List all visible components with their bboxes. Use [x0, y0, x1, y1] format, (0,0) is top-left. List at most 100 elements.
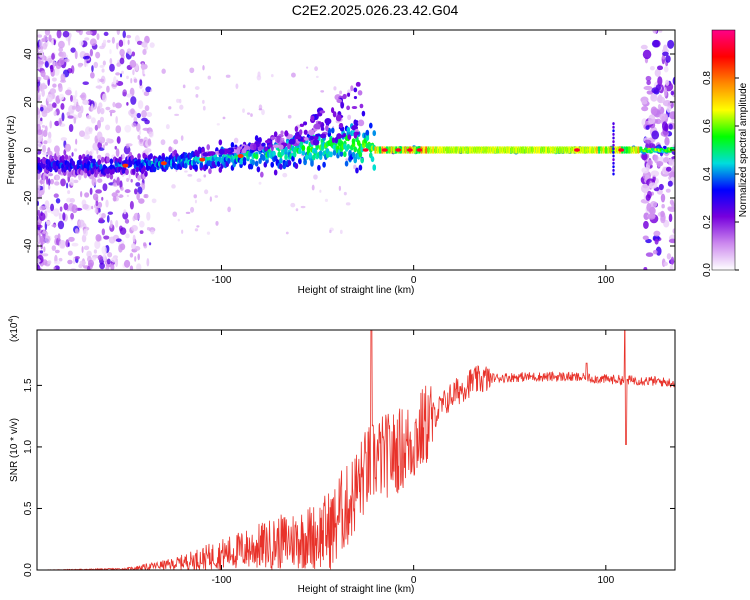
heatmap-cell: [46, 176, 49, 185]
heatmap-cell: [46, 220, 51, 225]
heatmap-cell: [85, 30, 93, 36]
heatmap-cell: [641, 106, 649, 112]
heatmap-cell: [149, 89, 153, 92]
heatmap-cell: [145, 86, 152, 93]
heatmap-cell: [53, 260, 61, 265]
heatmap-cell: [672, 228, 675, 234]
heatmap-cell: [330, 127, 335, 134]
heatmap-cell: [311, 184, 315, 191]
heatmap-cell: [278, 144, 284, 150]
heatmap-cell: [656, 96, 666, 104]
heatmap-cell: [78, 159, 83, 166]
heatmap-cell: [58, 93, 65, 101]
heatmap-cell: [647, 159, 653, 166]
heatmap-cell: [654, 68, 661, 77]
heatmap-cell: [345, 202, 351, 206]
heatmap-cell: [115, 148, 120, 158]
heatmap-cell: [91, 257, 96, 261]
heatmap-cell: [540, 146, 543, 154]
heatmap-cell: [55, 198, 61, 204]
heatmap-cell: [68, 171, 72, 178]
heatmap-cell: [666, 104, 672, 113]
heatmap-cell: [107, 251, 113, 258]
heatmap-cell: [102, 93, 107, 103]
heatmap-cell: [658, 30, 663, 33]
heatmap-cell: [668, 213, 673, 223]
heatmap-cell: [657, 65, 664, 71]
heatmap-cell: [97, 254, 103, 261]
heatmap-cell: [372, 130, 377, 137]
heatmap-cell: [51, 39, 54, 46]
heatmap-cell: [47, 184, 51, 190]
heatmap-cell: [663, 145, 667, 149]
heatmap-cell: [395, 148, 402, 152]
heatmap-cell: [320, 90, 325, 93]
heatmap-cell: [81, 246, 84, 253]
heatmap-cell: [115, 72, 121, 76]
heatmap-cell: [347, 134, 352, 140]
snr-x-tick-label: -100: [211, 575, 231, 586]
heatmap-cell: [662, 100, 672, 107]
heatmap-cell: [106, 156, 110, 163]
heatmap-cell: [100, 212, 106, 219]
heatmap-cell: [89, 48, 94, 57]
heatmap-cell: [353, 157, 358, 164]
heatmap-cell: [115, 115, 118, 124]
colorbar-tick-label: 0.0: [702, 263, 713, 277]
heatmap-cell: [359, 103, 364, 109]
heatmap-cell: [310, 160, 314, 167]
heatmap-cell: [37, 209, 41, 216]
heatmap-cell: [86, 250, 92, 258]
heatmap-cell: [135, 166, 140, 173]
heatmap-cell: [126, 34, 132, 39]
heatmap-cell: [614, 146, 617, 154]
heatmap-cell: [309, 135, 314, 141]
heatmap-cell: [643, 266, 648, 270]
heatmap-cell: [148, 131, 154, 137]
heatmap-cell: [70, 47, 76, 53]
heatmap-cell: [194, 164, 198, 171]
heatmap-cell: [44, 200, 50, 209]
heatmap-cell: [126, 102, 129, 106]
heatmap-cell: [310, 115, 315, 121]
heatmap-cell: [533, 146, 536, 154]
heatmap-cell: [79, 94, 86, 99]
heatmap-cell: [146, 211, 151, 221]
heatmap-cell: [370, 156, 375, 163]
heatmap-cell: [353, 87, 358, 93]
heatmap-cell: [242, 156, 247, 163]
heatmap-cell: [99, 116, 105, 123]
heatmap-cell: [588, 146, 591, 154]
heatmap-cell: [390, 146, 393, 154]
heatmap-cell: [609, 146, 612, 154]
heatmap-cell: [284, 154, 288, 161]
heatmap-cell: [99, 78, 105, 83]
heatmap-cell: [667, 39, 675, 49]
heatmap-cell: [279, 157, 283, 164]
heatmap-cell: [489, 146, 492, 154]
heatmap-cell: [118, 39, 124, 47]
spectrogram-y-tick-label: 0: [23, 147, 34, 153]
heatmap-cell: [150, 229, 155, 235]
heatmap-cell: [652, 234, 660, 241]
heatmap-cell: [279, 163, 283, 170]
heatmap-cell: [94, 208, 98, 214]
heatmap-cell: [48, 178, 51, 186]
heatmap-cell: [335, 114, 342, 122]
heatmap-cell: [129, 265, 134, 270]
heatmap-cell: [74, 50, 78, 60]
heatmap-cell: [68, 236, 75, 242]
heatmap-cell: [97, 159, 102, 166]
heatmap-cell: [642, 235, 649, 241]
heatmap-cell: [67, 250, 73, 256]
heatmap-cell: [301, 149, 306, 156]
colorbar-tick-label: 0.8: [702, 71, 713, 85]
heatmap-cell: [641, 100, 648, 105]
heatmap-cell: [119, 227, 127, 235]
heatmap-cell: [168, 146, 172, 153]
heatmap-cell: [498, 146, 501, 154]
heatmap-cell: [612, 147, 615, 151]
spectrogram-marks: [37, 30, 675, 270]
heatmap-cell: [663, 157, 669, 163]
heatmap-cell: [357, 90, 363, 96]
